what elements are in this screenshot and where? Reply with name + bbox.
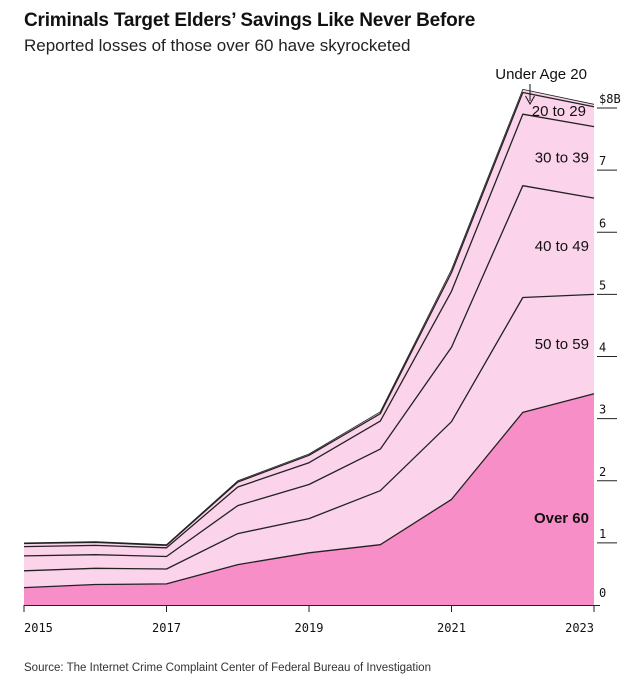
x-tick-label-2021: 2021 (437, 621, 466, 635)
line-50-to-59 (23, 293, 595, 572)
y-tick-label-4: 4 (599, 341, 606, 355)
series-label-30-to-39: 30 to 39 (535, 150, 589, 167)
source-note: Source: The Internet Crime Complaint Cen… (24, 662, 431, 674)
line-40-to-49 (23, 185, 595, 558)
y-tick-label-5: 5 (599, 278, 606, 292)
area-30-to-39 (24, 114, 594, 557)
y-tick-label-7: 7 (599, 154, 606, 168)
series-label-20-to-29: 20 to 29 (532, 103, 586, 120)
series-label-50-to-59: 50 to 59 (535, 336, 589, 353)
x-tick-label-2017: 2017 (152, 621, 181, 635)
chart-subtitle: Reported losses of those over 60 have sk… (24, 36, 411, 55)
annotation-arrow-head (525, 95, 535, 106)
line-30-to-39 (23, 113, 595, 549)
area-20-to-29 (24, 92, 594, 548)
y-tick-label-3: 3 (599, 403, 606, 417)
y-tick-label-0: 0 (599, 586, 606, 600)
x-tick-label-2023: 2023 (565, 621, 594, 635)
y-tick-label-2: 2 (599, 465, 606, 479)
series-label-over-60: Over 60 (534, 510, 589, 527)
x-tick-label-2019: 2019 (295, 621, 324, 635)
series-label-40-to-49: 40 to 49 (535, 238, 589, 255)
area-over-60 (24, 393, 594, 605)
line-under-age-20 (23, 89, 595, 546)
x-tick-label-2015: 2015 (24, 621, 53, 635)
annotation-under-age-20: Under Age 20 (495, 66, 587, 83)
chart-title: Criminals Target Elders’ Savings Like Ne… (24, 10, 476, 31)
area-40-to-49 (24, 185, 594, 571)
line-over-60 (23, 393, 595, 589)
y-tick-label-6: 6 (599, 216, 606, 230)
y-tick-label-8: $8B (599, 92, 621, 106)
y-tick-label-1: 1 (599, 527, 606, 541)
area-50-to-59 (24, 294, 594, 588)
line-20-to-29 (23, 91, 595, 547)
